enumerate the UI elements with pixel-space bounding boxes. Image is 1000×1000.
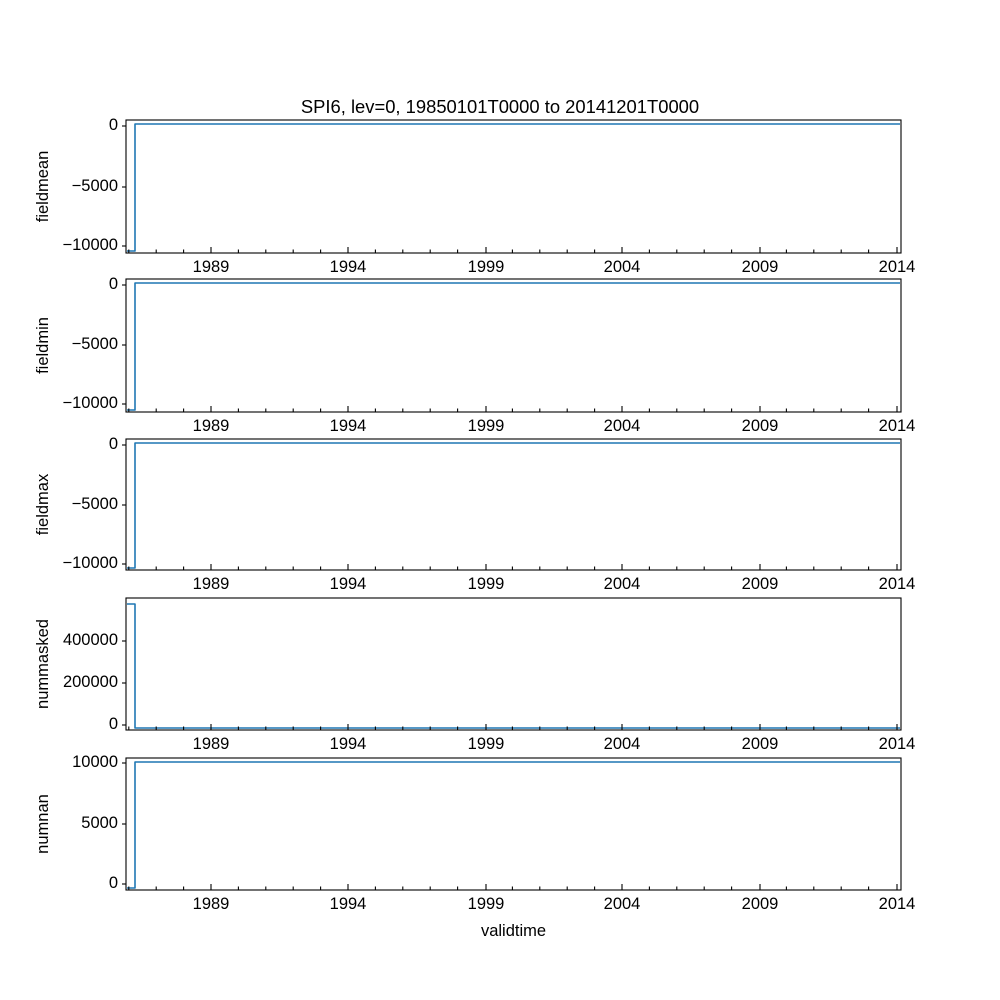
svg-text:1989: 1989 xyxy=(193,258,230,276)
svg-text:0: 0 xyxy=(109,715,118,733)
svg-text:400000: 400000 xyxy=(63,631,118,649)
svg-text:0: 0 xyxy=(109,275,118,293)
svg-text:1999: 1999 xyxy=(468,895,505,913)
svg-text:−5000: −5000 xyxy=(72,495,118,513)
svg-text:2004: 2004 xyxy=(604,258,641,276)
svg-text:nummasked: nummasked xyxy=(34,619,52,709)
svg-text:200000: 200000 xyxy=(63,673,118,691)
svg-text:1989: 1989 xyxy=(193,575,230,593)
svg-text:numnan: numnan xyxy=(34,794,52,854)
svg-text:0: 0 xyxy=(109,874,118,892)
svg-text:5000: 5000 xyxy=(81,814,118,832)
svg-text:validtime: validtime xyxy=(481,922,546,940)
svg-text:0: 0 xyxy=(109,116,118,134)
svg-text:2014: 2014 xyxy=(879,417,916,435)
svg-text:1994: 1994 xyxy=(330,417,367,435)
svg-text:2004: 2004 xyxy=(604,575,641,593)
svg-text:1989: 1989 xyxy=(193,895,230,913)
svg-text:−5000: −5000 xyxy=(72,335,118,353)
svg-text:1999: 1999 xyxy=(468,258,505,276)
svg-text:−5000: −5000 xyxy=(72,177,118,195)
svg-text:1989: 1989 xyxy=(193,417,230,435)
svg-text:1994: 1994 xyxy=(330,258,367,276)
svg-text:−10000: −10000 xyxy=(62,236,118,254)
svg-text:−10000: −10000 xyxy=(62,554,118,572)
svg-text:1999: 1999 xyxy=(468,417,505,435)
svg-text:2009: 2009 xyxy=(742,895,779,913)
svg-text:2009: 2009 xyxy=(742,735,779,753)
svg-text:2014: 2014 xyxy=(879,735,916,753)
svg-text:10000: 10000 xyxy=(72,753,118,771)
svg-text:2014: 2014 xyxy=(879,895,916,913)
svg-text:1989: 1989 xyxy=(193,735,230,753)
svg-text:1999: 1999 xyxy=(468,575,505,593)
svg-text:1994: 1994 xyxy=(330,575,367,593)
svg-text:1994: 1994 xyxy=(330,735,367,753)
svg-text:2004: 2004 xyxy=(604,735,641,753)
svg-text:fieldmax: fieldmax xyxy=(34,473,52,535)
svg-text:2014: 2014 xyxy=(879,258,916,276)
svg-text:2009: 2009 xyxy=(742,258,779,276)
svg-text:2014: 2014 xyxy=(879,575,916,593)
svg-text:2009: 2009 xyxy=(742,417,779,435)
svg-text:1994: 1994 xyxy=(330,895,367,913)
svg-text:0: 0 xyxy=(109,435,118,453)
svg-text:1999: 1999 xyxy=(468,735,505,753)
svg-text:2009: 2009 xyxy=(742,575,779,593)
svg-text:2004: 2004 xyxy=(604,417,641,435)
svg-text:fieldmean: fieldmean xyxy=(34,151,52,223)
svg-text:2004: 2004 xyxy=(604,895,641,913)
svg-text:fieldmin: fieldmin xyxy=(34,317,52,374)
svg-text:−10000: −10000 xyxy=(62,394,118,412)
